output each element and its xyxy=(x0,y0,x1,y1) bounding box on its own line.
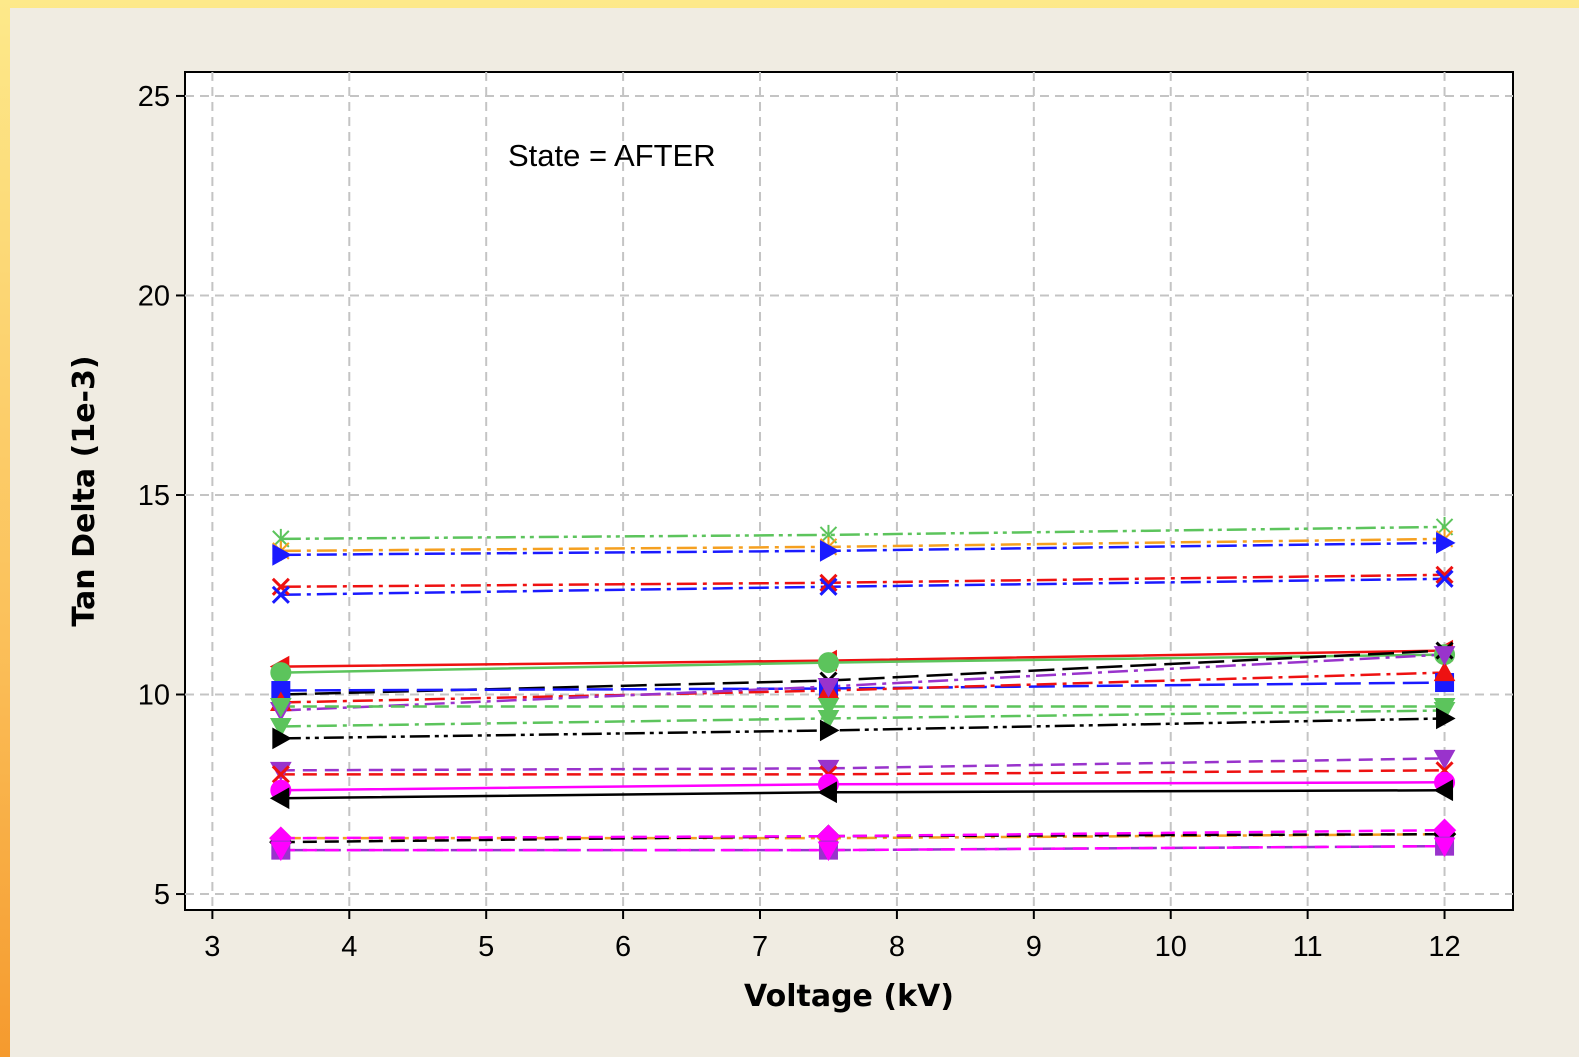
marker-layer xyxy=(269,516,1457,862)
marker-x xyxy=(1435,569,1454,588)
x-tick-label: 10 xyxy=(1155,931,1187,963)
series-line xyxy=(280,757,1445,772)
marker-triangle-down xyxy=(269,841,292,862)
series-line xyxy=(280,525,1445,541)
marker-triangle-down xyxy=(269,717,292,738)
y-tick-label: 5 xyxy=(154,879,170,911)
series-line xyxy=(280,828,1445,840)
series-line xyxy=(280,844,1445,852)
marker-triangle-right xyxy=(272,727,292,750)
x-axis-title: Voltage (kV) xyxy=(744,979,954,1014)
marker-x xyxy=(271,585,290,604)
chart-svg: 3 4 5 6 7 8 9 10 11 12 5 10 15 20 25 State = AFTER Vol… xyxy=(67,71,1514,1014)
marker-triangle-right xyxy=(1436,532,1456,554)
marker-triangle-up xyxy=(1433,661,1456,682)
marker-circle xyxy=(270,662,292,684)
marker-triangle-down xyxy=(1433,646,1456,666)
y-tick-label: 25 xyxy=(138,81,170,113)
y-tick-label: 20 xyxy=(138,280,170,312)
marker-triangle-right xyxy=(819,540,840,562)
marker-triangle-left xyxy=(269,787,290,810)
x-tick-label: 12 xyxy=(1428,931,1460,963)
marker-x xyxy=(819,573,838,592)
marker-triangle-down xyxy=(817,678,840,698)
marker-triangle-left xyxy=(1433,779,1454,802)
chart-panel: 3 4 5 6 7 8 9 10 11 12 5 10 15 20 25 State = AFTER Vol… xyxy=(10,8,1579,1057)
plot-area xyxy=(184,71,1514,911)
marker-triangle-down xyxy=(817,697,840,718)
series-line xyxy=(280,769,1445,776)
marker-x xyxy=(271,577,290,596)
x-tick-label: 4 xyxy=(341,931,357,963)
x-tick-label: 8 xyxy=(889,931,905,963)
marker-x xyxy=(819,577,838,596)
y-tick-label: 10 xyxy=(138,680,170,712)
marker-x xyxy=(271,765,290,784)
marker-triangle-down xyxy=(1433,837,1456,858)
marker-triangle-right xyxy=(1436,707,1456,730)
marker-circle xyxy=(817,652,839,674)
marker-triangle-down xyxy=(269,697,292,718)
x-tick-label: 5 xyxy=(478,931,494,963)
state-annotation: State = AFTER xyxy=(508,138,716,173)
marker-triangle-down xyxy=(817,841,840,862)
y-axis-title: Tan Delta (1e-3) xyxy=(67,355,102,626)
marker-triangle-right xyxy=(819,719,840,742)
axes: 3 4 5 6 7 8 9 10 11 12 5 10 15 20 25 xyxy=(138,81,1461,963)
marker-triangle-left xyxy=(817,781,837,804)
marker-x xyxy=(1435,565,1454,584)
x-tick-label: 7 xyxy=(752,931,768,963)
series-line xyxy=(280,832,1445,844)
y-tick-label: 15 xyxy=(138,480,170,512)
x-tick-label: 3 xyxy=(204,931,220,963)
series-line xyxy=(280,717,1445,740)
x-tick-label: 6 xyxy=(615,931,631,963)
marker-triangle-right xyxy=(272,543,292,566)
x-tick-label: 9 xyxy=(1026,931,1042,963)
marker-triangle-down xyxy=(1433,749,1456,770)
x-tick-label: 11 xyxy=(1293,931,1323,963)
marker-triangle-down xyxy=(817,709,840,730)
